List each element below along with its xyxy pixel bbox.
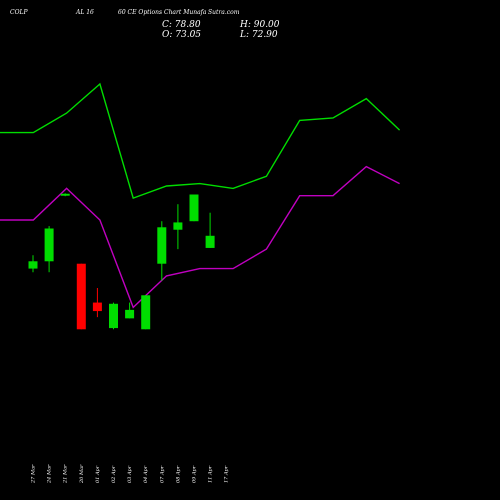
indicator-line-1 xyxy=(0,82,401,200)
candle-body xyxy=(157,227,167,264)
candle-body xyxy=(44,228,54,262)
x-tick-label: 07 Apr xyxy=(159,465,165,483)
x-tick-label: 24 Mar xyxy=(47,464,53,484)
x-tick-label: 09 Apr xyxy=(192,465,198,483)
candle-20-mar xyxy=(76,263,86,330)
candle-body xyxy=(109,303,118,329)
indicator-line-2 xyxy=(0,165,400,309)
candle-body xyxy=(189,194,199,222)
candle-body xyxy=(76,263,86,330)
chart-title-part: 60 CE Options Chart Munafa xyxy=(118,9,207,16)
candle-body xyxy=(141,295,151,330)
x-tick-label: 21 Mar xyxy=(63,464,69,484)
candle-body xyxy=(92,302,102,312)
x-tick-label: 04 Apr xyxy=(143,465,149,483)
candle-body xyxy=(60,193,70,196)
candle-body xyxy=(125,309,135,319)
candle-21-mar xyxy=(60,193,70,197)
chart-site-name: Sutra.com xyxy=(208,9,240,16)
candle-27-mar xyxy=(28,255,38,273)
x-tick-label: 20 Mar xyxy=(79,464,85,484)
low-value: L: 72.90 xyxy=(240,30,278,40)
candle-11-apr xyxy=(205,212,215,248)
high-value: H: 90.00 xyxy=(240,20,280,30)
candle-09-apr xyxy=(189,194,199,222)
x-tick-label: 27 Mar xyxy=(31,464,37,484)
x-tick-label: 02 Apr xyxy=(111,465,117,483)
candle-body xyxy=(173,222,183,230)
x-tick-label: 08 Apr xyxy=(175,465,181,483)
candle-24-mar xyxy=(44,226,54,273)
open-value: O: 73.05 xyxy=(162,30,202,40)
candle-body xyxy=(28,261,38,269)
candle-07-apr xyxy=(157,221,167,281)
candle-02-apr xyxy=(109,302,118,330)
chart-symbol: COLP xyxy=(10,9,28,16)
x-tick-label: 17 Apr xyxy=(224,465,230,483)
candle-04-apr xyxy=(141,295,151,330)
close-value: C: 78.80 xyxy=(162,20,201,30)
x-tick-label: 01 Apr xyxy=(95,465,101,483)
candle-03-apr xyxy=(125,302,135,319)
candle-body xyxy=(205,235,215,248)
chart-title-part: AL 16 xyxy=(76,9,94,16)
x-tick-label: 03 Apr xyxy=(127,465,133,483)
x-tick-label: 11 Apr xyxy=(208,465,214,483)
candle-01-apr xyxy=(92,288,102,318)
candle-08-apr xyxy=(173,204,183,250)
